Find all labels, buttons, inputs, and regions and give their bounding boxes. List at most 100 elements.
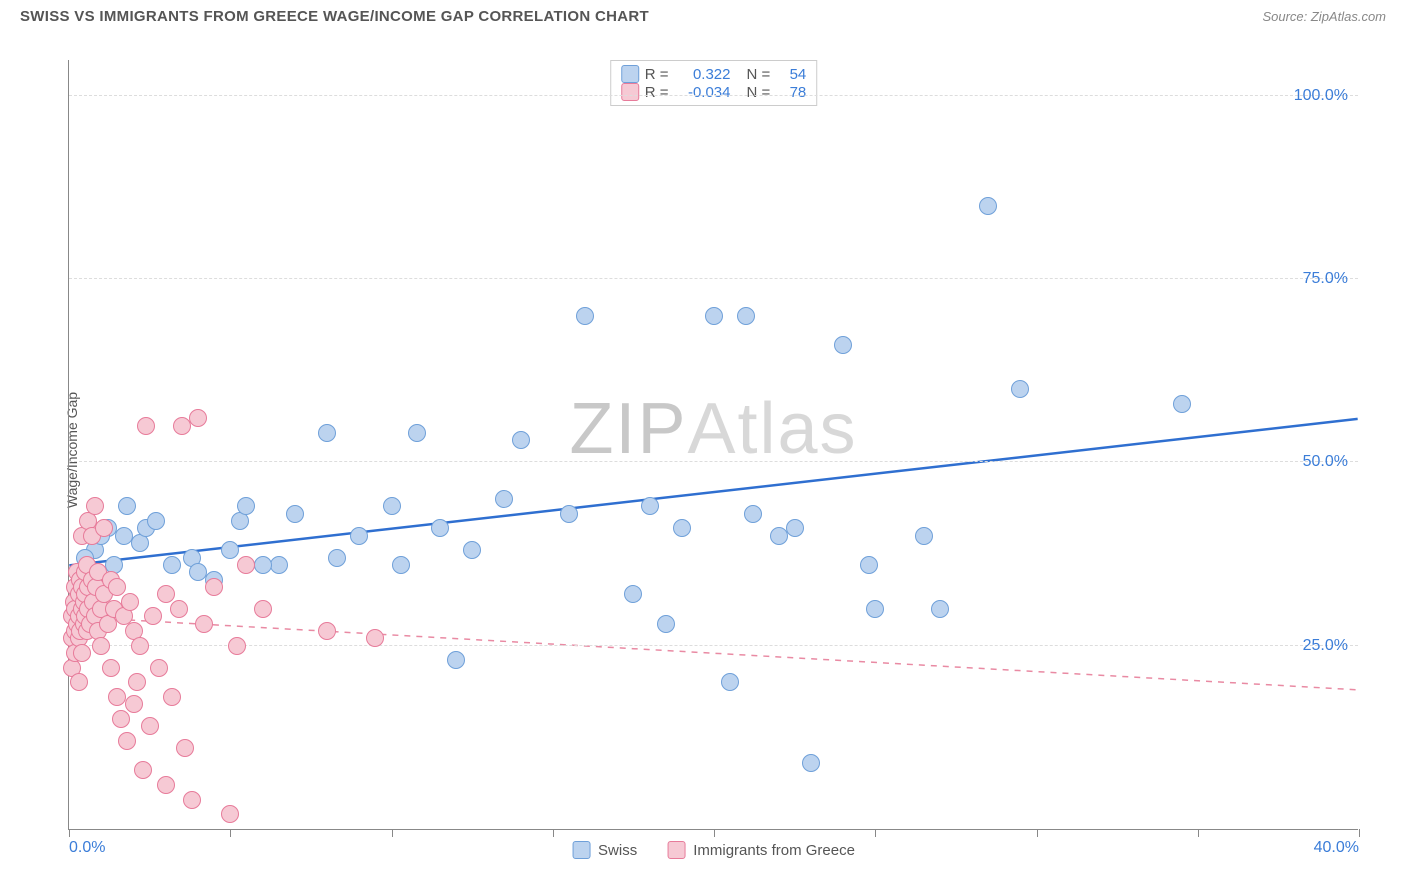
- chart-title: SWISS VS IMMIGRANTS FROM GREECE WAGE/INC…: [20, 8, 649, 25]
- legend: Swiss Immigrants from Greece: [572, 841, 855, 859]
- data-point: [1011, 380, 1029, 398]
- y-tick-label: 25.0%: [1303, 637, 1348, 655]
- data-point: [147, 512, 165, 530]
- data-point: [328, 549, 346, 567]
- gridline: [69, 278, 1358, 279]
- r-label: R =: [645, 66, 669, 83]
- data-point: [125, 695, 143, 713]
- data-point: [228, 637, 246, 655]
- data-point: [150, 659, 168, 677]
- y-tick-label: 75.0%: [1303, 270, 1348, 288]
- data-point: [112, 710, 130, 728]
- data-point: [92, 637, 110, 655]
- n-value: 78: [776, 84, 806, 101]
- n-value: 54: [776, 66, 806, 83]
- data-point: [163, 556, 181, 574]
- data-point: [318, 622, 336, 640]
- data-point: [189, 563, 207, 581]
- data-point: [408, 424, 426, 442]
- data-point: [802, 754, 820, 772]
- gridline: [69, 95, 1358, 96]
- data-point: [189, 409, 207, 427]
- x-tick: [1037, 829, 1038, 837]
- stats-row: R =0.322N =54: [621, 65, 807, 83]
- trend-line: [69, 419, 1357, 565]
- stats-row: R =-0.034N =78: [621, 83, 807, 101]
- trend-lines: [69, 60, 1358, 829]
- data-point: [102, 659, 120, 677]
- data-point: [721, 673, 739, 691]
- data-point: [744, 505, 762, 523]
- data-point: [624, 585, 642, 603]
- data-point: [512, 431, 530, 449]
- gridline: [69, 645, 1358, 646]
- data-point: [366, 629, 384, 647]
- plot-area: ZIPAtlas R =0.322N =54R =-0.034N =78 Swi…: [68, 60, 1358, 830]
- data-point: [786, 519, 804, 537]
- legend-label: Swiss: [598, 842, 637, 859]
- data-point: [131, 637, 149, 655]
- data-point: [134, 761, 152, 779]
- data-point: [560, 505, 578, 523]
- data-point: [383, 497, 401, 515]
- r-label: R =: [645, 84, 669, 101]
- x-tick: [1198, 829, 1199, 837]
- data-point: [221, 541, 239, 559]
- watermark: ZIPAtlas: [569, 388, 857, 470]
- data-point: [237, 556, 255, 574]
- data-point: [254, 556, 272, 574]
- x-tick: [875, 829, 876, 837]
- data-point: [350, 527, 368, 545]
- data-point: [121, 593, 139, 611]
- x-tick: [553, 829, 554, 837]
- data-point: [576, 307, 594, 325]
- data-point: [979, 197, 997, 215]
- data-point: [673, 519, 691, 537]
- data-point: [221, 805, 239, 823]
- chart-container: Wage/Income Gap ZIPAtlas R =0.322N =54R …: [20, 40, 1386, 860]
- series-swatch: [621, 83, 639, 101]
- correlation-stats-box: R =0.322N =54R =-0.034N =78: [610, 60, 818, 106]
- r-value: 0.322: [675, 66, 731, 83]
- data-point: [931, 600, 949, 618]
- data-point: [705, 307, 723, 325]
- data-point: [866, 600, 884, 618]
- x-tick: [714, 829, 715, 837]
- data-point: [163, 688, 181, 706]
- legend-swatch: [667, 841, 685, 859]
- x-tick: [69, 829, 70, 837]
- data-point: [286, 505, 304, 523]
- data-point: [834, 336, 852, 354]
- data-point: [447, 651, 465, 669]
- y-tick-label: 100.0%: [1294, 87, 1348, 105]
- x-tick-label: 0.0%: [69, 839, 105, 857]
- data-point: [86, 497, 104, 515]
- data-point: [137, 417, 155, 435]
- x-tick: [1359, 829, 1360, 837]
- data-point: [108, 578, 126, 596]
- trend-line: [69, 617, 1357, 690]
- data-point: [128, 673, 146, 691]
- y-tick-label: 50.0%: [1303, 453, 1348, 471]
- data-point: [657, 615, 675, 633]
- data-point: [176, 739, 194, 757]
- x-tick-label: 40.0%: [1314, 839, 1359, 857]
- data-point: [431, 519, 449, 537]
- data-point: [463, 541, 481, 559]
- legend-swatch: [572, 841, 590, 859]
- data-point: [237, 497, 255, 515]
- data-point: [641, 497, 659, 515]
- data-point: [318, 424, 336, 442]
- source-attribution: Source: ZipAtlas.com: [1262, 9, 1386, 24]
- legend-label: Immigrants from Greece: [693, 842, 855, 859]
- data-point: [205, 578, 223, 596]
- data-point: [144, 607, 162, 625]
- data-point: [170, 600, 188, 618]
- data-point: [254, 600, 272, 618]
- data-point: [73, 644, 91, 662]
- data-point: [141, 717, 159, 735]
- data-point: [1173, 395, 1191, 413]
- data-point: [157, 585, 175, 603]
- n-label: N =: [747, 84, 771, 101]
- data-point: [270, 556, 288, 574]
